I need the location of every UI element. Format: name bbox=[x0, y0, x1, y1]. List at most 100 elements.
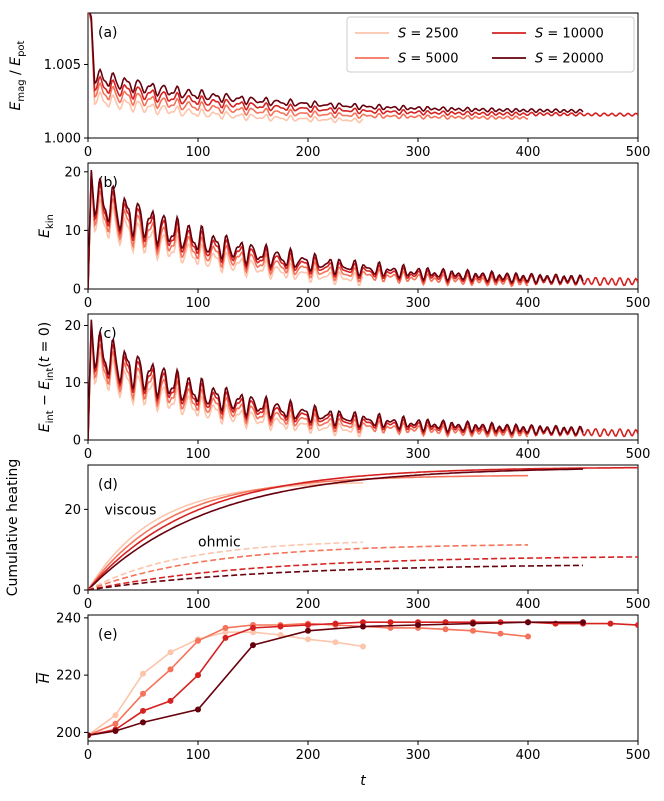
legend-box bbox=[346, 16, 635, 73]
y-tick-label: 20 bbox=[64, 503, 81, 518]
y-tick-label: 10 bbox=[64, 376, 81, 391]
x-tick-label: 300 bbox=[406, 145, 431, 160]
data-point bbox=[305, 627, 311, 634]
legend-label-2: S = 5000 bbox=[398, 52, 459, 67]
data-point bbox=[250, 624, 256, 631]
y-tick-label: 0 bbox=[73, 283, 81, 298]
data-point bbox=[222, 624, 229, 631]
viscous-line-2 bbox=[88, 474, 529, 590]
ohmic-line-1 bbox=[88, 541, 363, 590]
legend-label-1: S = 2500 bbox=[398, 27, 459, 42]
y-tick-label: 240 bbox=[56, 611, 81, 626]
x-tick-label: 0 bbox=[84, 145, 92, 160]
x-tick-label: 0 bbox=[84, 597, 92, 612]
y-axis-label: Ekin bbox=[37, 214, 56, 238]
panel-4: 0 100 200 300 400 500 0 20 (d) Cumulative heating… bbox=[5, 459, 650, 612]
x-tick-label: 100 bbox=[186, 597, 211, 612]
data-point bbox=[112, 712, 119, 719]
data-point bbox=[497, 630, 504, 637]
data-point bbox=[112, 728, 119, 734]
y-tick-label: 0 bbox=[73, 434, 81, 449]
x-tick-label: 400 bbox=[516, 748, 541, 763]
data-point bbox=[332, 639, 339, 646]
data-point bbox=[387, 619, 394, 626]
x-tick-label: 400 bbox=[516, 447, 541, 462]
legend-label-3: S = 10000 bbox=[535, 27, 604, 42]
legend-label-4: S = 20000 bbox=[535, 52, 604, 67]
panel-tag: (c) bbox=[98, 326, 117, 342]
data-point bbox=[195, 672, 201, 679]
x-tick-label: 300 bbox=[406, 296, 431, 311]
data-point bbox=[580, 619, 586, 626]
annotation-ohmic: ohmic bbox=[198, 535, 241, 551]
y-axis-label: Emag / Epot bbox=[8, 40, 27, 110]
data-point bbox=[195, 706, 201, 713]
y-tick-label: 1.005 bbox=[44, 58, 81, 73]
data-point bbox=[222, 634, 229, 641]
y-tick-label: 200 bbox=[56, 726, 81, 741]
x-tick-label: 200 bbox=[296, 145, 321, 160]
panel-tag: (e) bbox=[98, 627, 118, 643]
data-point bbox=[112, 720, 119, 727]
plot-frame bbox=[87, 162, 639, 290]
data-point bbox=[140, 670, 146, 677]
data-point bbox=[195, 637, 201, 644]
data-point bbox=[470, 627, 476, 634]
x-tick-label: 200 bbox=[296, 296, 321, 311]
panel-5: 0 100 200 300 400 500 200 220 240 (e) H bbox=[37, 611, 650, 763]
x-tick-label: 100 bbox=[186, 447, 211, 462]
data-point bbox=[167, 666, 174, 673]
legend: S = 2500 S = 5000 S = 10000 S = 20000 bbox=[346, 16, 635, 73]
plot-frame bbox=[87, 464, 639, 591]
viscous-line-4 bbox=[88, 468, 583, 590]
data-point bbox=[140, 719, 146, 726]
data-point bbox=[167, 697, 174, 704]
series-group bbox=[88, 619, 638, 739]
x-tick-label: 500 bbox=[626, 145, 651, 160]
panel-tag: (d) bbox=[98, 477, 118, 493]
series-line-4 bbox=[88, 319, 584, 440]
data-point bbox=[140, 707, 146, 714]
data-point bbox=[525, 619, 531, 626]
x-tick-label: 100 bbox=[186, 145, 211, 160]
plot-frame bbox=[87, 12, 639, 139]
data-point bbox=[277, 623, 284, 630]
series-line-1 bbox=[88, 13, 364, 124]
x-tick-label: 500 bbox=[626, 447, 651, 462]
y-tick-label: 1.000 bbox=[44, 132, 81, 147]
plot-frame bbox=[87, 614, 639, 742]
data-point bbox=[525, 633, 531, 640]
y-axis-label: Cumulative heating bbox=[5, 459, 21, 597]
panel-tag: (a) bbox=[98, 25, 118, 41]
x-tick-label: 500 bbox=[626, 597, 651, 612]
y-tick-label: 20 bbox=[64, 319, 81, 334]
ohmic-line-2 bbox=[88, 544, 528, 590]
data-point bbox=[305, 636, 311, 643]
x-tick-label: 200 bbox=[296, 748, 321, 763]
annotation-viscous: viscous bbox=[105, 502, 157, 518]
data-point bbox=[250, 629, 256, 636]
x-tick-label: 400 bbox=[516, 296, 541, 311]
data-point bbox=[360, 643, 366, 650]
x-tick-label: 0 bbox=[84, 748, 92, 763]
data-point bbox=[607, 620, 614, 627]
y-tick-label: 220 bbox=[56, 669, 81, 684]
panel-3: 0 100 200 300 400 500 0 10 20 (c) Eint − Eint(t = … bbox=[37, 313, 651, 462]
x-tick-label: 0 bbox=[84, 447, 92, 462]
series-line-1 bbox=[88, 180, 364, 289]
series-line-2 bbox=[88, 174, 529, 289]
data-point bbox=[250, 642, 256, 649]
x-tick-label: 100 bbox=[186, 748, 211, 763]
plot-frame bbox=[87, 313, 639, 441]
series-line-3 bbox=[88, 13, 638, 117]
data-point bbox=[470, 620, 476, 627]
x-axis-label: t bbox=[360, 773, 366, 789]
x-tick-label: 400 bbox=[516, 145, 541, 160]
marker-line-4 bbox=[88, 621, 583, 737]
y-tick-label: 10 bbox=[64, 224, 81, 239]
series-group bbox=[88, 319, 638, 440]
x-tick-label: 0 bbox=[84, 296, 92, 311]
ohmic-line-3 bbox=[88, 556, 638, 590]
x-tick-label: 500 bbox=[626, 296, 651, 311]
